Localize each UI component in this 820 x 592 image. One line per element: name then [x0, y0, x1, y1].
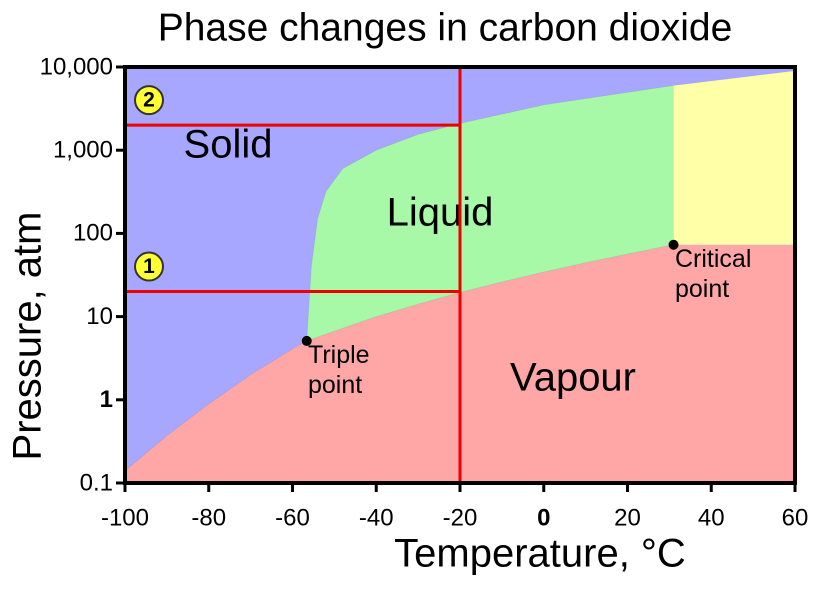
y-tick-label: 100	[73, 220, 113, 247]
y-tick-label: 1	[100, 386, 113, 413]
marker-label: 1	[143, 255, 155, 278]
region-label: Liquid	[387, 191, 494, 235]
y-tick-label: 10,000	[40, 53, 113, 80]
marker-badge	[134, 251, 164, 282]
x-tick-label: 20	[614, 504, 641, 531]
y-axis-label: Pressure, atm	[6, 212, 50, 461]
x-tick-label: 0	[537, 504, 550, 531]
x-tick-label: -40	[359, 504, 394, 531]
phase-boundary	[306, 244, 674, 342]
x-tick-label: 40	[698, 504, 725, 531]
point	[301, 335, 312, 346]
x-tick-label: 60	[782, 504, 809, 531]
marker-badge	[134, 85, 164, 116]
x-tick-label: -20	[443, 504, 478, 531]
x-tick-label: -100	[101, 504, 149, 531]
point	[668, 239, 679, 250]
point-label: Critical point	[675, 245, 752, 303]
x-axis-label: Temperature, °C	[394, 532, 686, 576]
region-label: Solid	[184, 123, 273, 167]
y-tick-label: 0.1	[80, 469, 113, 496]
y-tick-label: 1,000	[53, 137, 113, 164]
point-label: Triple point	[308, 341, 370, 399]
region-fill	[673, 70, 795, 245]
region-fill	[306, 85, 674, 341]
y-tick-label: 10	[86, 303, 113, 330]
phase-boundary	[306, 70, 795, 341]
marker-label: 2	[143, 89, 155, 112]
x-tick-label: -60	[275, 504, 310, 531]
x-tick-label: -80	[191, 504, 226, 531]
region-label: Vapour	[510, 356, 636, 400]
chart-title: Phase changes in carbon dioxide	[158, 6, 733, 49]
phase-boundary	[125, 340, 307, 472]
